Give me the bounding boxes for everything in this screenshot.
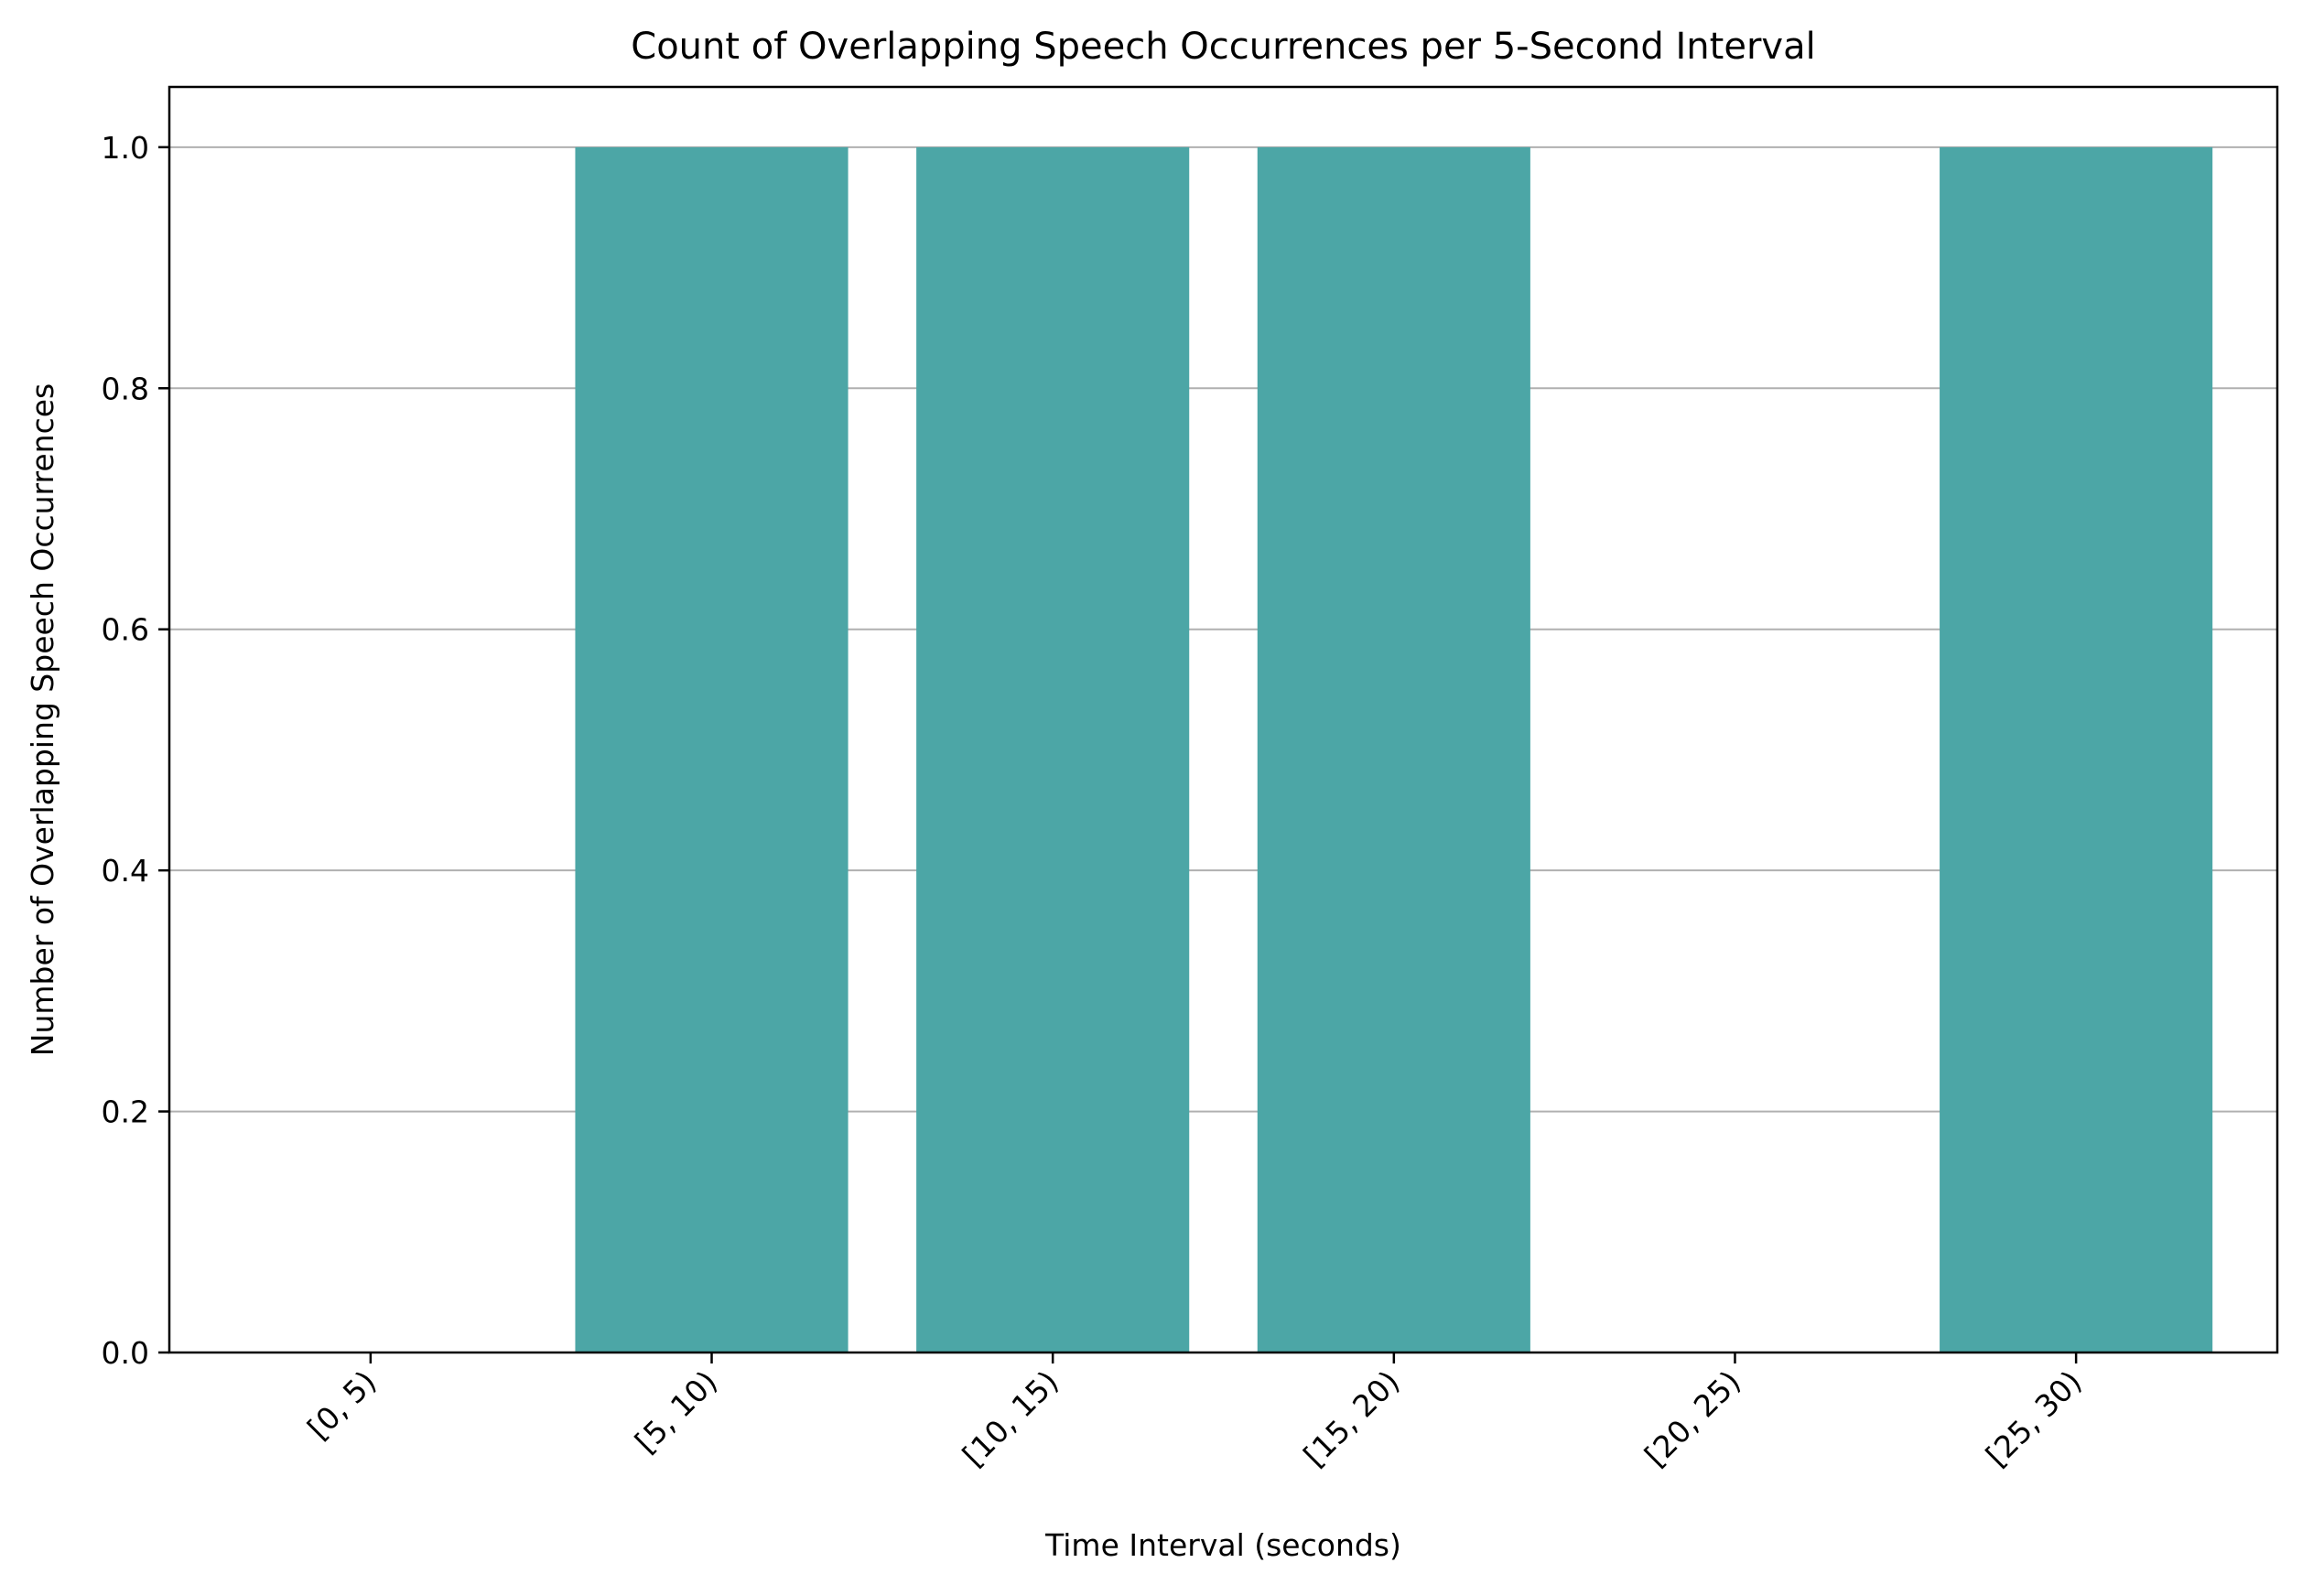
y-axis-label: Number of Overlapping Speech Occurrences [25,383,60,1056]
bar [575,146,849,1353]
bar [916,146,1190,1353]
x-axis-label: Time Interval (seconds) [1044,1527,1401,1563]
plot-frame [168,85,2279,1354]
y-tick-label: 0.8 [102,371,149,406]
y-tick-label: 1.0 [102,130,149,166]
bar [1940,146,2213,1353]
bars [575,146,2213,1353]
y-tick-label: 0.4 [102,853,149,889]
y-tick-label: 0.0 [102,1335,149,1371]
y-tick-label: 0.6 [102,612,149,648]
chart-title: Count of Overlapping Speech Occurrences … [631,26,1815,68]
y-tick-label: 0.2 [102,1094,149,1130]
y-axis-ticks: 0.0 0.2 0.4 0.6 0.8 1.0 [102,130,169,1371]
bar [1257,146,1530,1353]
